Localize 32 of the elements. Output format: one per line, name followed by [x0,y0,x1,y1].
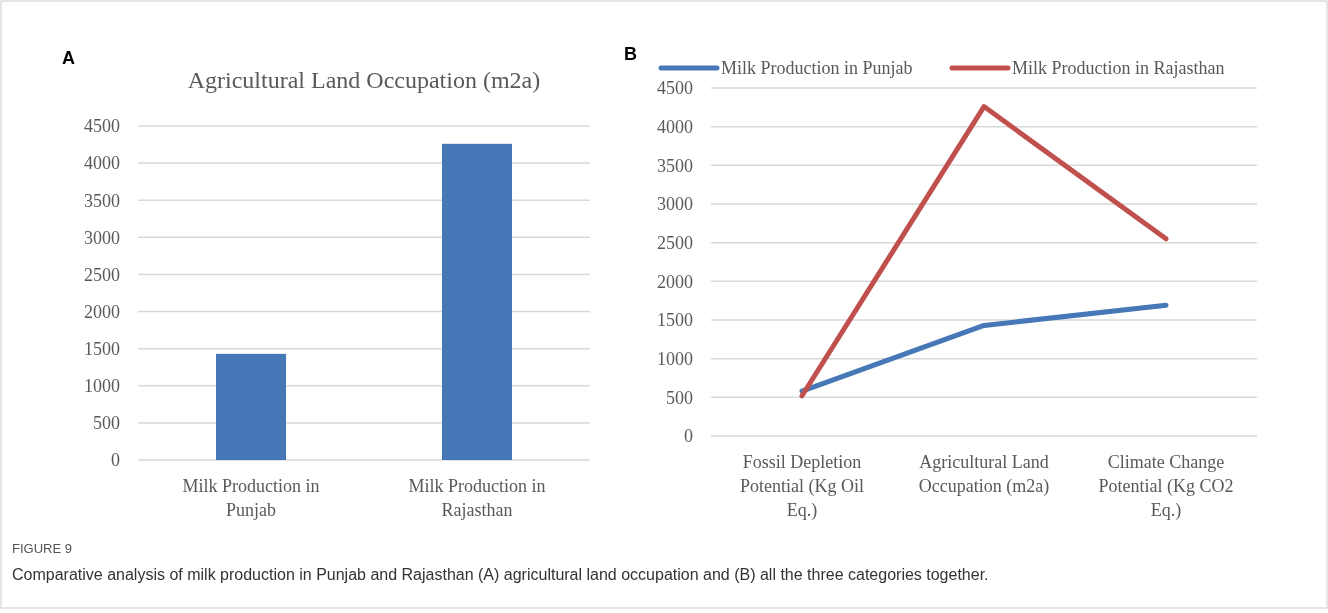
text: Comparative analysis of milk production in Punjab and Rajasthan (A) agricultural land occupation and (B) all the three categories together. [12,566,989,583]
y-tick-label: 2500 [84,264,120,285]
y-tick-label: 4500 [657,78,693,99]
y-tick-label: 3000 [657,194,693,215]
y-tick-label: 500 [93,413,120,434]
y-tick-label: 4000 [84,153,120,174]
y-tick-label: 2000 [657,271,693,292]
x-tick-label: Milk Production in Rajasthan [408,476,546,520]
y-tick-label: 4000 [657,116,693,137]
y-tick-label: 1500 [657,310,693,331]
caption: FIGURE 9 [12,541,72,556]
y-tick-label: 1500 [84,338,120,359]
y-tick-label: 2000 [84,301,120,322]
x-tick-label: Fossil Depletion Potential (Kg Oil Eq.) [740,452,864,521]
y-tick-label: 1000 [84,376,120,397]
y-tick-label: 1000 [657,348,693,369]
legend-label: Milk Production in Punjab [721,58,913,79]
y-tick-label: 0 [684,426,693,447]
x-tick-label: Agricultural Land Occupation (m2a) [918,452,1050,497]
legend-label: Milk Production in Rajasthan [1012,58,1225,79]
y-tick-label: 500 [666,387,693,408]
text: B [624,44,637,64]
y-tick-label: 3000 [84,227,120,248]
y-tick-label: 3500 [657,155,693,176]
x-tick-label: Climate Change Potential (Kg CO2 Eq.) [1098,452,1234,521]
y-tick-label: 4500 [84,116,120,137]
y-tick-label: 0 [111,450,120,471]
y-tick-label: 2500 [657,232,693,253]
x-tick-label: Milk Production in Punjab [182,476,320,520]
y-tick-label: 3500 [84,190,120,211]
text: A [62,48,75,68]
chart-title: Agricultural Land Occupation (m2a) [187,67,541,93]
